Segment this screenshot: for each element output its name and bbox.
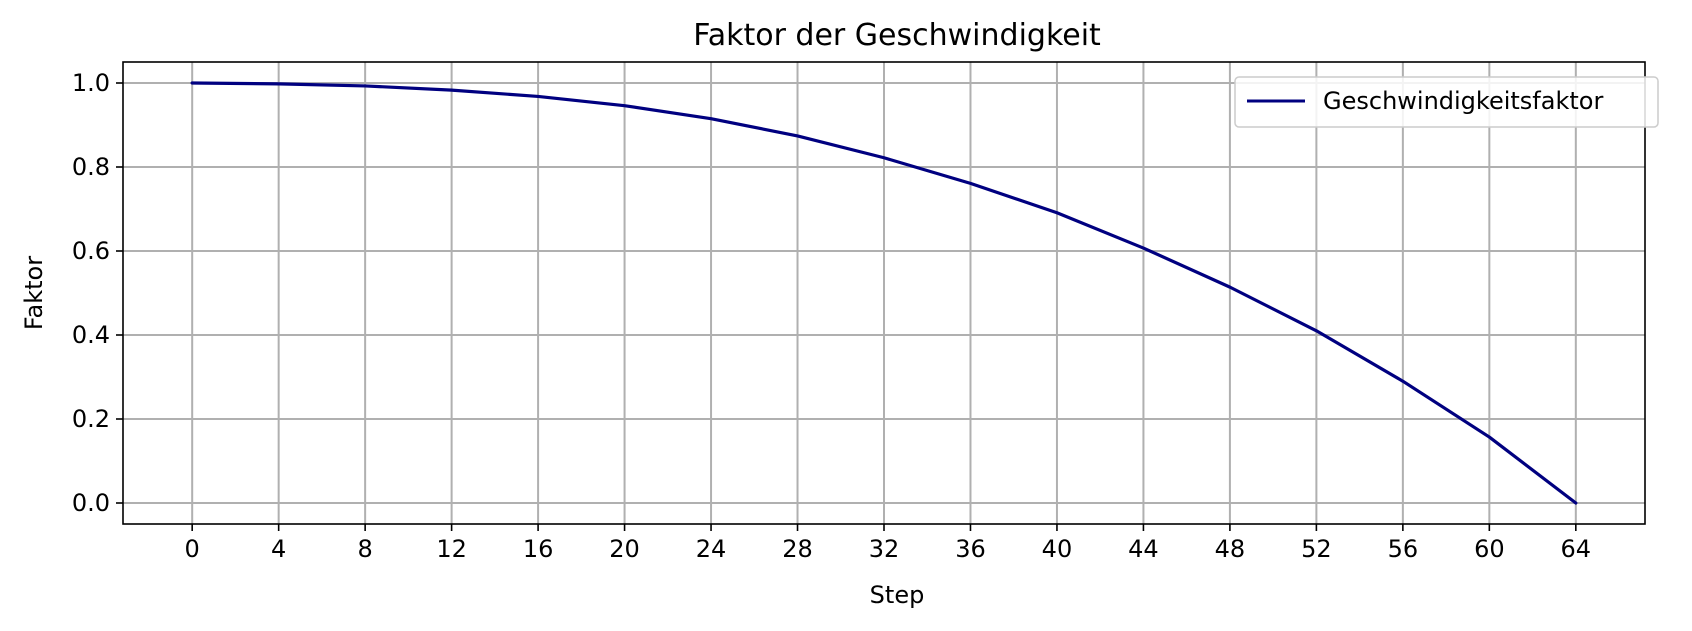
x-tick-label: 60 [1474,535,1505,563]
x-tick-label: 40 [1042,535,1073,563]
y-tick-label: 0.6 [72,237,110,265]
series-line [190,81,1578,505]
y-tick-label: 1.0 [72,69,110,97]
x-tick-label: 12 [436,535,467,563]
x-tick-label: 4 [271,535,286,563]
x-tick-label: 0 [185,535,200,563]
x-tick-label: 20 [609,535,640,563]
x-tick-label: 52 [1301,535,1332,563]
x-tick-label: 64 [1561,535,1592,563]
x-tick-label: 16 [523,535,554,563]
legend-box [1234,76,1659,128]
y-tick-label: 0.2 [72,405,110,433]
legend-label: Geschwindigkeitsfaktor [1323,87,1603,115]
grid [123,62,1645,524]
x-tick-label: 28 [782,535,813,563]
x-tick-label: 56 [1388,535,1419,563]
x-tick-label: 32 [869,535,900,563]
x-tick-label: 36 [955,535,986,563]
y-axis-label: Faktor [20,256,48,330]
x-tick-label: 48 [1215,535,1246,563]
chart-title: Faktor der Geschwindigkeit [693,18,1101,53]
series-layer [190,81,1578,505]
y-tick-label: 0.0 [72,489,110,517]
x-tick-label: 8 [357,535,372,563]
x-axis-label: Step [870,581,925,609]
legend: Geschwindigkeitsfaktor [1234,76,1659,128]
y-tick-label: 0.8 [72,153,110,181]
x-tick-label: 44 [1128,535,1159,563]
x-tick-label: 24 [696,535,727,563]
axis-ticks: 0 4 8 12 16 20 24 28 32 36 40 44 48 52 56 60 640.00.20.4… [72,69,1591,563]
y-tick-label: 0.4 [72,321,110,349]
